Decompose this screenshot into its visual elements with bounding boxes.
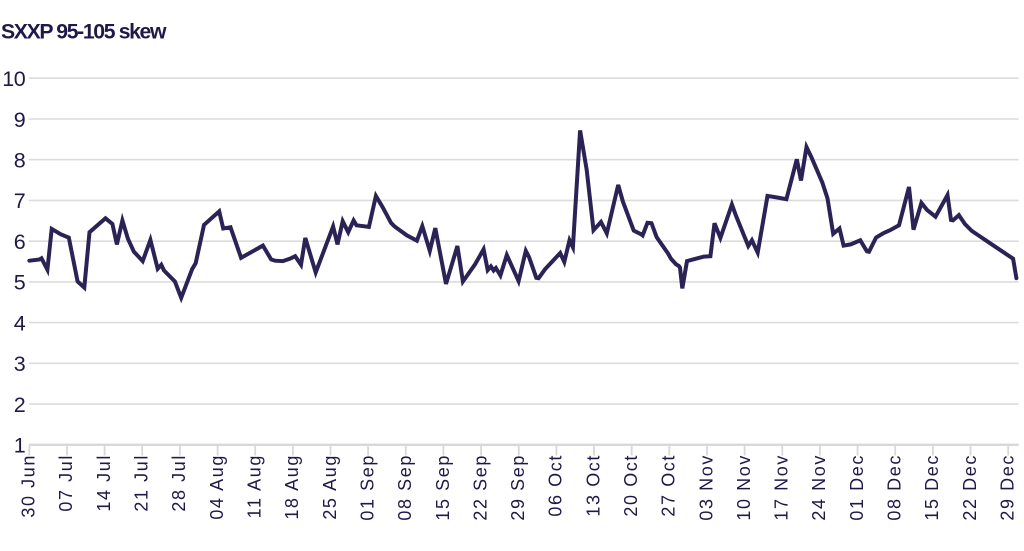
svg-text:08 Dec: 08 Dec	[885, 454, 905, 521]
svg-text:01 Dec: 01 Dec	[847, 454, 867, 521]
svg-text:1: 1	[14, 434, 25, 458]
svg-text:SXXP 95-105 skew: SXXP 95-105 skew	[1, 21, 167, 44]
svg-text:10: 10	[2, 67, 25, 91]
svg-text:7: 7	[14, 189, 25, 213]
svg-text:08 Sep: 08 Sep	[395, 454, 415, 521]
svg-text:27 Oct: 27 Oct	[659, 454, 679, 517]
svg-text:30 Jun: 30 Jun	[19, 454, 39, 518]
svg-text:5: 5	[14, 271, 26, 295]
svg-text:22 Sep: 22 Sep	[470, 454, 490, 521]
svg-text:3: 3	[14, 352, 26, 376]
svg-text:10 Nov: 10 Nov	[734, 454, 754, 521]
svg-text:14 Jul: 14 Jul	[94, 454, 114, 512]
svg-text:06 Oct: 06 Oct	[546, 454, 566, 517]
svg-text:07 Jul: 07 Jul	[56, 454, 76, 512]
svg-text:29 Sep: 29 Sep	[508, 454, 528, 521]
svg-text:28 Jul: 28 Jul	[169, 454, 189, 512]
svg-text:4: 4	[14, 311, 26, 335]
svg-text:15 Dec: 15 Dec	[922, 454, 942, 521]
svg-text:22 Dec: 22 Dec	[960, 454, 980, 521]
svg-text:17 Nov: 17 Nov	[772, 454, 792, 521]
svg-text:03 Nov: 03 Nov	[696, 454, 716, 521]
svg-text:11 Aug: 11 Aug	[245, 454, 265, 518]
svg-text:13 Oct: 13 Oct	[583, 454, 603, 517]
svg-text:24 Nov: 24 Nov	[809, 454, 829, 521]
svg-text:9: 9	[14, 108, 25, 132]
svg-text:2: 2	[14, 393, 25, 417]
svg-text:18 Aug: 18 Aug	[282, 454, 302, 520]
svg-text:15 Sep: 15 Sep	[433, 454, 453, 521]
svg-text:04 Aug: 04 Aug	[207, 454, 227, 520]
svg-text:29 Dec: 29 Dec	[998, 454, 1018, 521]
svg-text:01 Sep: 01 Sep	[357, 454, 377, 521]
svg-text:20 Oct: 20 Oct	[621, 454, 641, 517]
svg-text:8: 8	[14, 149, 26, 173]
svg-text:21 Jul: 21 Jul	[132, 454, 152, 512]
svg-text:6: 6	[14, 230, 26, 254]
svg-text:25 Aug: 25 Aug	[320, 454, 340, 520]
